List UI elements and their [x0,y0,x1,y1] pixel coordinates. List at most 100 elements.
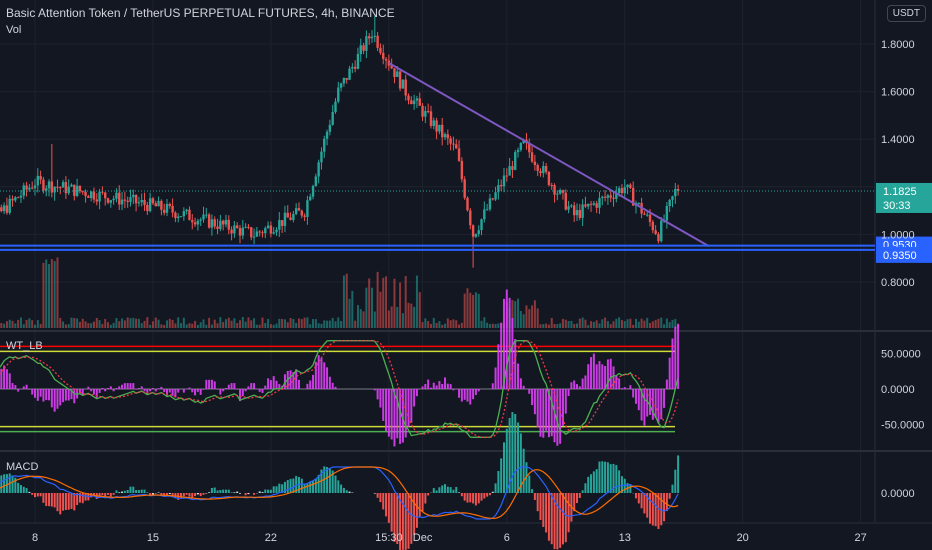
candle-body [373,35,377,37]
candle-body [286,212,289,218]
candle-body [143,199,146,205]
volume-bar [42,262,45,328]
volume-bar [542,324,545,328]
candle-body [193,222,197,225]
macd-hist-bar [253,493,256,495]
wt-hist-bar [42,389,45,402]
candle-body [452,143,455,145]
volume-bar [132,317,135,328]
candle-body [118,192,121,205]
volume-bar [525,305,528,328]
macd-hist-bar [581,490,584,493]
macd-hist-bar [34,493,36,498]
candle-body [592,203,596,205]
macd-hist-bar [643,493,646,514]
macd-hist-bar [247,493,250,495]
volume-bar [295,322,298,328]
currency-badge[interactable]: USDT [886,5,926,22]
wt-hist-bar [331,382,334,389]
wt-hist-bar [168,389,171,393]
wt-hist-bar [31,389,34,395]
candle-body [42,179,45,191]
volume-bar [267,318,270,328]
wt-hist-bar [78,389,81,394]
candle-body [348,68,351,80]
macd-hist-bar [660,493,663,526]
wt-hist-bar [289,370,292,389]
macd-hist-bar [222,489,225,493]
wt-hist-bar [275,380,278,389]
volume-bar [550,317,553,328]
macd-hist-bar [3,474,6,493]
volume-bar [483,317,486,328]
candle-body [393,68,396,77]
volume-bar [239,320,242,328]
candle-body [227,219,230,230]
macd-hist-bar [36,493,39,497]
volume-bar [351,290,354,328]
volume-bar [149,324,152,328]
candle-body [5,205,9,213]
volume-bar [452,319,455,328]
time-axis-tick: 13 [619,532,631,544]
candle-body [75,185,79,196]
macd-hist-bar [126,490,129,493]
wt-hist-bar [129,383,132,389]
macd-hist-bar [474,493,477,506]
candle-body [376,35,379,48]
wt-hist-bar [429,387,432,389]
volume-bar [356,305,359,328]
macd-hist-bar [494,483,497,493]
macd-hist-bar [303,483,306,493]
volume-bar [98,320,101,328]
wt-hist-bar [95,389,98,398]
volume-bar [497,323,500,328]
volume-bar [598,323,601,328]
candle-body [205,214,208,216]
wt-hist-bar [171,389,174,396]
macd-hist-bar [331,470,334,493]
candle-body [278,220,281,230]
candle-body [609,195,612,198]
wt-hist-bar [657,389,660,424]
volume-bar [281,318,284,328]
volume-bar [553,323,556,328]
candle-body [196,220,200,225]
candle-body [171,205,174,213]
volume-bar [536,308,539,328]
macd-hist-bar [640,493,643,509]
wt-hist-bar [584,375,587,389]
wt-hist-bar [233,383,236,389]
wt-hist-bar [182,389,185,393]
macd-hist-bar [604,461,607,493]
wt-hist-bar [578,386,581,389]
candle-body [410,100,413,105]
macd-hist-bar [519,433,522,493]
volume-bar [407,302,410,328]
wt-hist-bar [334,386,337,389]
volume-bar [469,292,472,328]
wt-hist-bar [573,380,576,389]
wt-hist-bar [615,375,618,389]
macd-hist-bar [171,493,174,497]
candle-body [432,120,435,126]
volume-bar [486,322,489,328]
macd-hist-bar [671,484,674,493]
volume-bar [449,320,452,328]
volume-bar [0,323,3,328]
price-axis-tick: 1.6000 [881,87,915,99]
macd-hist-bar [609,464,612,493]
wt-hist-bar [258,389,261,392]
wt-hist-bar [564,389,567,414]
candle-body [320,151,323,163]
wt-hist-bar [550,389,553,437]
macd-hist-bar [143,489,146,493]
wt-hist-bar [547,389,550,438]
candle-body [16,197,20,199]
volume-bar [112,322,115,328]
volume-bar [39,323,42,328]
volume-bar [22,324,25,328]
wt-hist-bar [230,383,233,389]
wt-hist-bar [146,389,149,395]
